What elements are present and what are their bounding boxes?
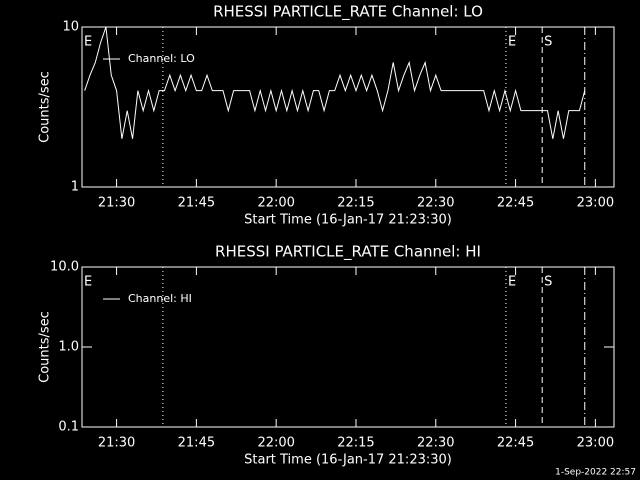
y-tick-label: 1 [71, 180, 79, 195]
x-tick-label: 22:30 [417, 196, 454, 211]
y-tick-label: 0.1 [58, 420, 79, 435]
x-tick-label: 22:45 [497, 196, 534, 211]
y-axis-label: Counts/sec [38, 71, 53, 143]
legend-label: Channel: LO [128, 52, 195, 65]
x-tick-label: 22:30 [417, 436, 454, 451]
x-axis-label: Start Time (16-Jan-17 21:23:30) [244, 453, 452, 468]
event-label: E [84, 35, 92, 50]
x-tick-label: 23:00 [577, 196, 614, 211]
x-tick-label: 22:45 [497, 436, 534, 451]
x-tick-label: 21:30 [98, 196, 135, 211]
x-axis-label: Start Time (16-Jan-17 21:23:30) [244, 213, 452, 228]
x-tick-label: 22:15 [337, 436, 374, 451]
x-tick-label: 21:45 [178, 436, 215, 451]
event-label: S [544, 275, 552, 290]
plot-frame [81, 26, 615, 188]
y-tick-label: 1.0 [58, 340, 79, 355]
x-tick-label: 21:30 [98, 436, 135, 451]
event-label: S [544, 35, 552, 50]
x-tick-label: 22:00 [257, 196, 294, 211]
event-label: E [508, 35, 516, 50]
y-axis-label: Counts/sec [38, 311, 53, 383]
x-tick-label: 22:15 [337, 196, 374, 211]
legend-label: Channel: HI [128, 292, 192, 305]
data-line [84, 26, 586, 139]
x-tick-label: 23:00 [577, 436, 614, 451]
x-tick-label: 22:00 [257, 436, 294, 451]
x-tick-label: 21:45 [178, 196, 215, 211]
chart-title: RHESSI PARTICLE_RATE Channel: HI [215, 243, 481, 262]
event-label: E [84, 275, 92, 290]
footer-timestamp: 1-Sep-2022 22:57 [555, 468, 636, 478]
y-tick-label: 10.0 [50, 260, 79, 275]
chart-title: RHESSI PARTICLE_RATE Channel: LO [213, 3, 483, 22]
y-tick-label: 10 [62, 20, 79, 35]
plot-frame [81, 266, 615, 428]
event-label: E [508, 275, 516, 290]
